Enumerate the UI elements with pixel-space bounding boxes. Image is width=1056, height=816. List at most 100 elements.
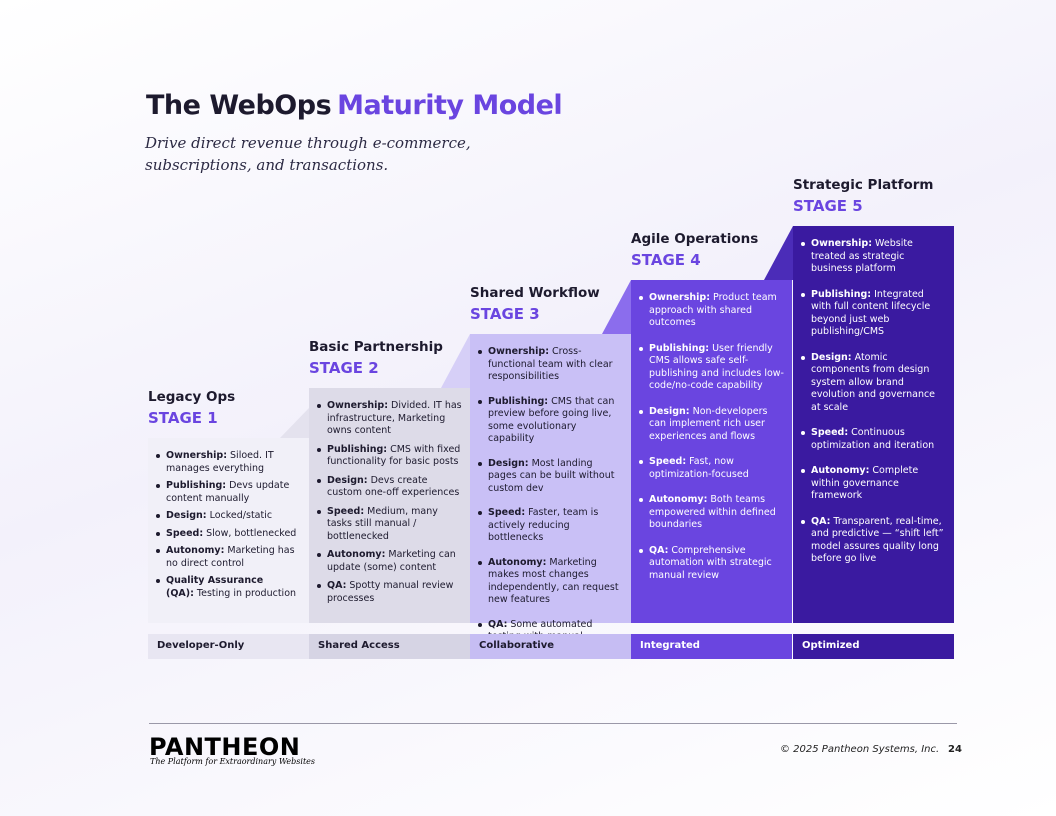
bullet-text: Comprehensive automation with strategic … [649, 544, 772, 581]
stairs [280, 226, 793, 438]
stage-column: Ownership: Product team approach with sha… [631, 280, 792, 623]
bullet-text: Medium, many tasks still manual / bottle… [327, 505, 438, 542]
bullet: Design: Locked/static [156, 510, 301, 523]
bullet-label: QA: [488, 618, 508, 630]
bullet-label: Design: [649, 405, 690, 417]
bullet-text: Non-developers can implement rich user e… [649, 405, 768, 442]
subtitle-line: Drive direct revenue through e-commerce, [145, 134, 471, 152]
bullet: QA: Transparent, real-time, and predictiv… [801, 516, 946, 566]
bullet-text: Slow, bottlenecked [206, 527, 297, 539]
bullet-text: Fast, now optimization-focused [649, 456, 749, 480]
bullet-label: Design: [327, 474, 368, 486]
bullet: Speed: Faster, team is actively reducing … [478, 507, 623, 545]
bullet-label: Design: [488, 457, 529, 469]
stair-step [602, 280, 631, 334]
stage-column: Ownership: Cross-functional team with cle… [470, 334, 631, 655]
bullet-text: Siloed. IT manages everything [166, 450, 274, 474]
bullet: Design: Non-developers can implement rich… [639, 406, 784, 444]
bullet: QA: Spotty manual review processes [317, 580, 462, 605]
bullet: Quality Assurance (QA): Testing in produc… [156, 575, 301, 600]
bullet-text: Spotty manual review processes [327, 580, 454, 604]
bullet-text: Marketing has no direct control [166, 545, 295, 569]
bullet-text: Marketing can update (some) content [327, 549, 456, 573]
stair-step [441, 334, 470, 388]
bullet-label: Ownership: [327, 400, 389, 411]
bullet-label: Publishing: [327, 443, 388, 455]
bullet-text: Transparent, real-time, and predictive —… [811, 515, 944, 565]
bullet: Design: Atomic components from design sys… [801, 352, 946, 415]
stage-name: Strategic Platform [793, 177, 934, 193]
stage-label: STAGE 1 [148, 409, 218, 427]
stage-band: Integrated [631, 634, 792, 659]
bullet-text: Most landing pages can be built without … [488, 457, 615, 494]
bullet-label: Autonomy: [166, 545, 225, 556]
bullet-text: Devs update content manually [166, 480, 290, 504]
bullet: Publishing: Devs update content manually [156, 480, 301, 505]
bullet-text: Divided. IT has infrastructure, Marketin… [327, 400, 462, 436]
stage-label: STAGE 3 [470, 305, 540, 323]
page-number: 24 [948, 744, 962, 755]
bullet-text: Complete within governance framework [811, 465, 919, 501]
bullet: Design: Most landing pages can be built w… [478, 458, 623, 496]
bullet-text: Website treated as strategic business pl… [811, 238, 913, 274]
bullet-text: Marketing makes most changes independent… [488, 556, 619, 606]
bullet: Autonomy: Complete within governance fram… [801, 465, 946, 503]
bullet-label: Design: [166, 510, 207, 521]
bullet-label: Autonomy: [811, 465, 870, 476]
title-part: The WebOps [146, 90, 332, 121]
bullet-text: Cross-functional team with clear respons… [488, 346, 613, 382]
bullet-label: Autonomy: [649, 494, 708, 505]
stage-label: STAGE 4 [631, 251, 701, 269]
bullet-label: Ownership: [488, 346, 550, 357]
stage-column: Ownership: Divided. IT has infrastructure… [309, 388, 470, 623]
stage-name: Agile Operations [631, 231, 759, 247]
bullet: Speed: Slow, bottlenecked [156, 528, 301, 541]
stage-label: STAGE 2 [309, 359, 379, 377]
title-accent: Maturity Model [337, 90, 563, 121]
stage-label: STAGE 5 [793, 197, 863, 215]
stair-step [280, 408, 309, 438]
bullet: Publishing: User friendly CMS allows safe… [639, 343, 784, 393]
stage-band: Optimized [793, 634, 954, 659]
bullet: Autonomy: Marketing can update (some) con… [317, 549, 462, 574]
stage-name: Shared Workflow [470, 285, 600, 301]
stage-name: Basic Partnership [309, 339, 443, 355]
bullet-label: Publishing: [649, 342, 710, 354]
bullet-label: Publishing: [811, 288, 872, 300]
bullet-label: Speed: [811, 427, 849, 438]
bullet-text: Devs create custom one-off experiences [327, 474, 460, 499]
bullet: Autonomy: Both teams empowered within def… [639, 494, 784, 532]
bullet-label: Autonomy: [327, 549, 386, 560]
bullet: Publishing: CMS that can preview before g… [478, 396, 623, 446]
bullet-label: Autonomy: [488, 556, 547, 568]
subtitle-line: subscriptions, and transactions. [145, 156, 389, 174]
bullet-label: QA: [327, 580, 347, 591]
bullet: Ownership: Siloed. IT manages everything [156, 450, 301, 475]
bullet-label: Ownership: [811, 238, 873, 249]
bullet: Ownership: Divided. IT has infrastructure… [317, 400, 462, 438]
logo: PANTHEON [149, 733, 301, 761]
bullet-text: Faster, team is actively reducing bottle… [488, 507, 599, 543]
bullet-text: Testing in production [196, 587, 297, 599]
bullet: Ownership: Product team approach with sha… [639, 292, 784, 330]
bullet-label: Publishing: [488, 395, 549, 407]
bullet-text: Integrated with full content lifecycle b… [811, 288, 931, 338]
stage-column: Ownership: Website treated as strategic b… [793, 226, 954, 623]
stage-column: Ownership: Siloed. IT manages everything P… [148, 438, 309, 623]
bullet: Publishing: CMS with fixed functionality … [317, 444, 462, 469]
bullet: Speed: Continuous optimization and iterat… [801, 427, 946, 452]
bullet: QA: Comprehensive automation with strateg… [639, 545, 784, 583]
bullet-label: QA: [811, 515, 831, 527]
bullet-label: Design: [811, 351, 852, 363]
stage-name: Legacy Ops [148, 389, 236, 405]
bullet-text: User friendly CMS allows safe self-publi… [649, 342, 784, 392]
bullet: Autonomy: Marketing has no direct control [156, 545, 301, 570]
bullet-label: Speed: [166, 527, 204, 539]
bullet-label: Speed: [488, 507, 526, 518]
stair-step [764, 226, 793, 280]
copyright: © 2025 Pantheon Systems, Inc. [780, 744, 940, 755]
bullet-label: Speed: [649, 456, 687, 467]
bullet-text: Continuous optimization and iteration [811, 427, 935, 451]
bullet-label: Ownership: [649, 292, 711, 303]
